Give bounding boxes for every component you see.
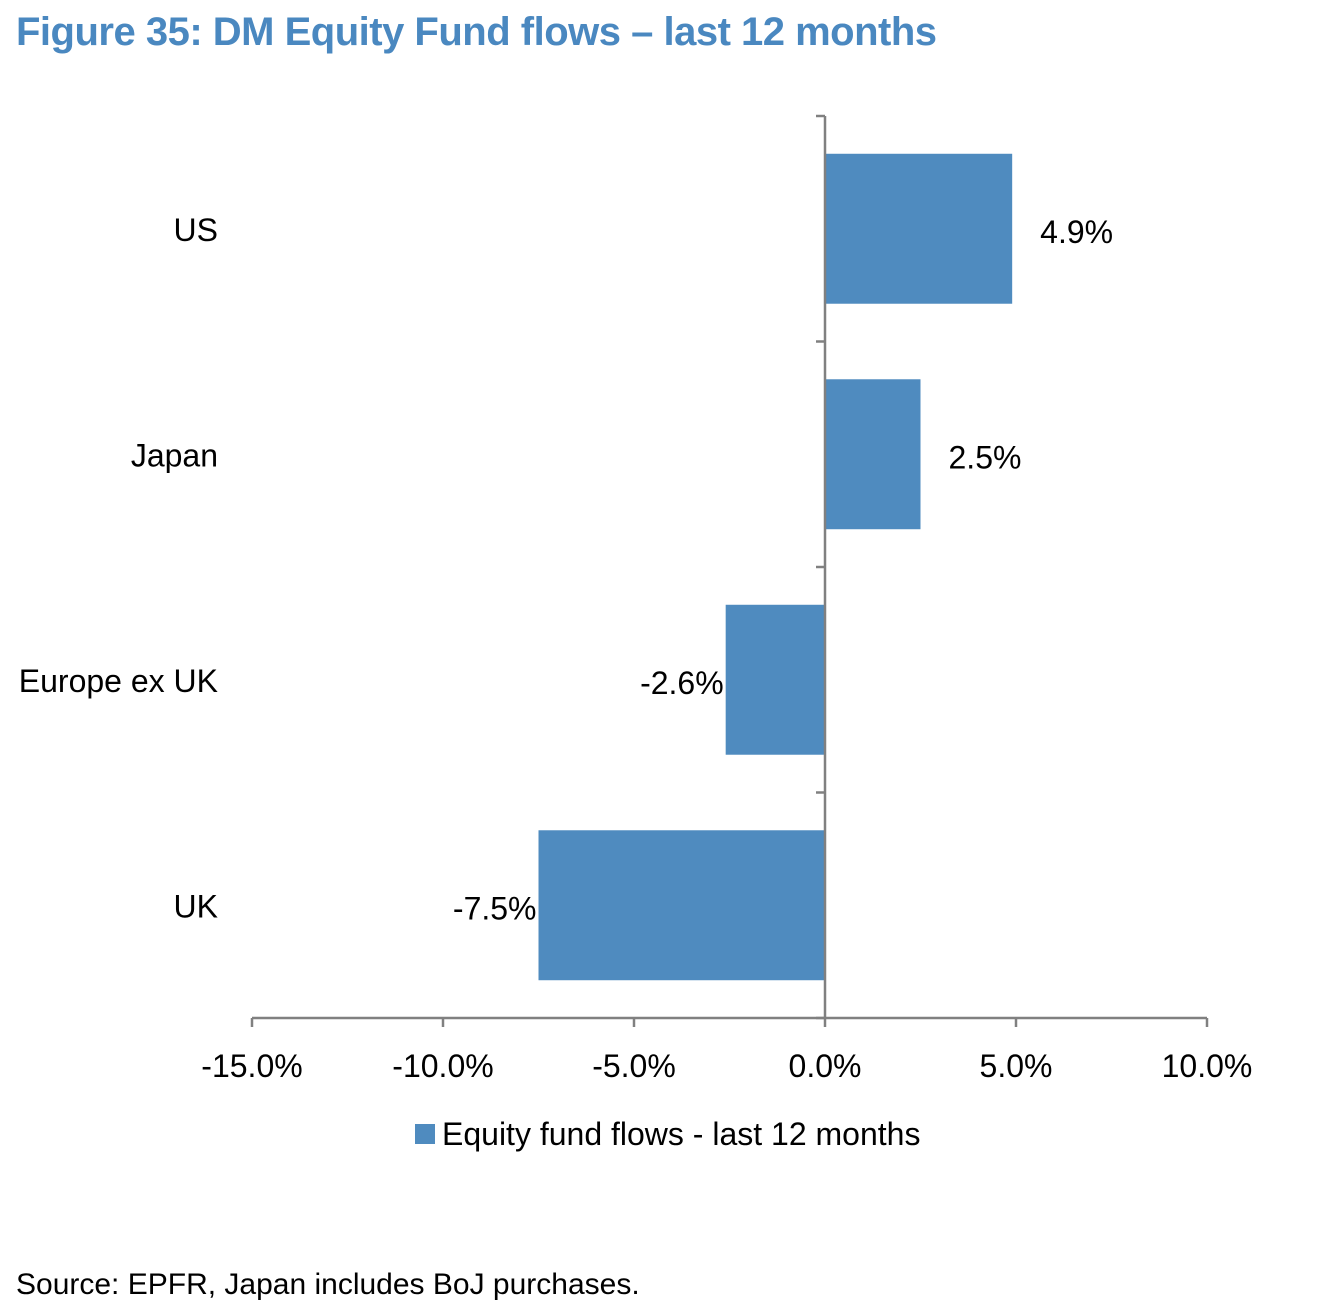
x-tick-label: 5.0% bbox=[980, 1048, 1053, 1084]
data-label: 4.9% bbox=[1040, 214, 1113, 250]
data-label: 2.5% bbox=[949, 439, 1022, 475]
bar-chart: -15.0% -10.0% -5.0% 0.0% 5.0% 10.0% US 4.9% Jap… bbox=[19, 114, 1253, 1152]
x-tick-label: 0.0% bbox=[789, 1048, 862, 1084]
bars-layer bbox=[538, 153, 1013, 981]
chart-title: Figure 35: DM Equity Fund flows – last 1… bbox=[16, 10, 937, 54]
category-label: US bbox=[174, 212, 218, 248]
legend: Equity fund flows - last 12 months bbox=[415, 1116, 920, 1152]
x-tick-label: -15.0% bbox=[201, 1048, 302, 1084]
x-tick-label: -5.0% bbox=[592, 1048, 676, 1084]
bar-us bbox=[825, 153, 1013, 304]
legend-swatch bbox=[415, 1124, 435, 1144]
x-tick-label: 10.0% bbox=[1162, 1048, 1253, 1084]
category-label: Europe ex UK bbox=[19, 663, 218, 699]
source-note: Source: EPFR, Japan includes BoJ purchas… bbox=[16, 1268, 640, 1301]
axes-layer: -15.0% -10.0% -5.0% 0.0% 5.0% 10.0% bbox=[201, 114, 1253, 1084]
bar-uk bbox=[538, 830, 825, 981]
legend-label: Equity fund flows - last 12 months bbox=[442, 1116, 920, 1152]
data-label: -2.6% bbox=[640, 665, 724, 701]
bar-europe-ex-uk bbox=[725, 604, 825, 755]
labels-layer: US 4.9% Japan 2.5% Europe ex UK -2.6% UK -7.5% bbox=[19, 212, 1113, 927]
bar-japan bbox=[825, 379, 921, 530]
data-label: -7.5% bbox=[453, 890, 537, 926]
category-label: Japan bbox=[131, 437, 218, 473]
x-tick-label: -10.0% bbox=[392, 1048, 493, 1084]
category-label: UK bbox=[174, 888, 218, 924]
